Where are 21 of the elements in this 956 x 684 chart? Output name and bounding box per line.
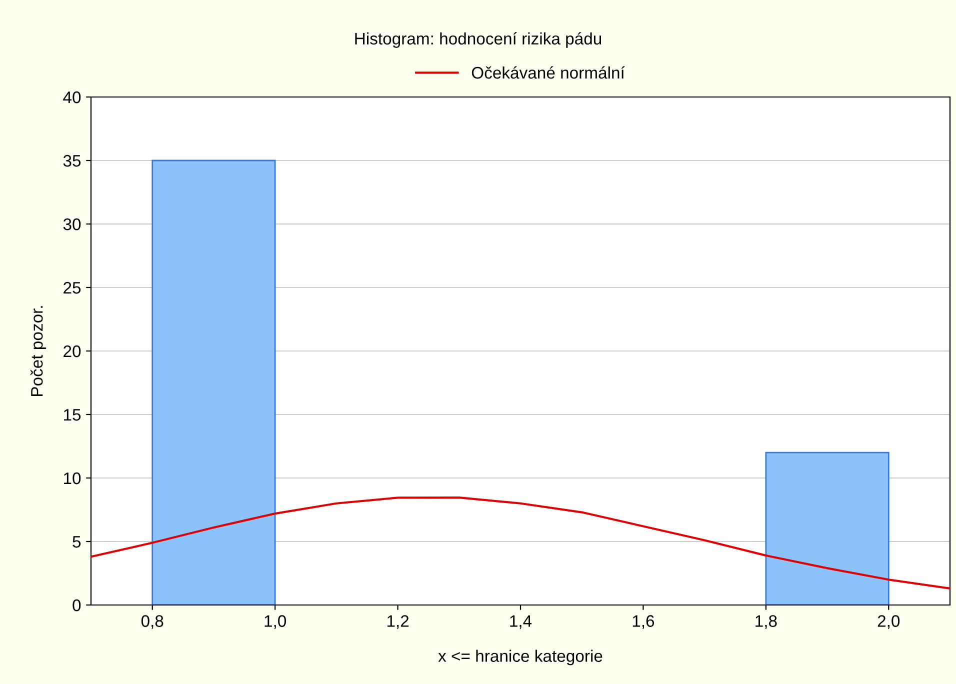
- y-tick-label: 10: [64, 472, 81, 484]
- y-tick-label: 40: [63, 91, 81, 104]
- x-tick-label: 1,8: [756, 615, 777, 629]
- y-tick-label: 30: [63, 218, 81, 230]
- y-tick-label: 25: [64, 282, 81, 294]
- x-axis-title: x <= hranice kategorie: [438, 650, 602, 666]
- legend-label: Očekávané normální: [472, 66, 625, 79]
- x-tick-label: 1,6: [632, 615, 654, 629]
- line-series: [91, 496, 950, 590]
- y-axis-title: Počet pozor.: [30, 306, 46, 396]
- y-tick-label: 35: [63, 154, 81, 167]
- x-tick-label: 1,0: [264, 615, 286, 629]
- x-tick-label: 0,8: [141, 615, 164, 629]
- x-tick-label: 1,2: [387, 615, 409, 629]
- y-tick-label: 20: [64, 345, 81, 358]
- y-tick-label: 5: [72, 536, 81, 548]
- x-tick-label: 1,4: [510, 615, 532, 629]
- x-tick-label: 2,0: [878, 615, 900, 629]
- y-tick-label: 15: [64, 409, 81, 421]
- y-tick-label: 0: [72, 599, 81, 612]
- chart-title: Histogram: hodnocení rizika pádu: [355, 32, 602, 48]
